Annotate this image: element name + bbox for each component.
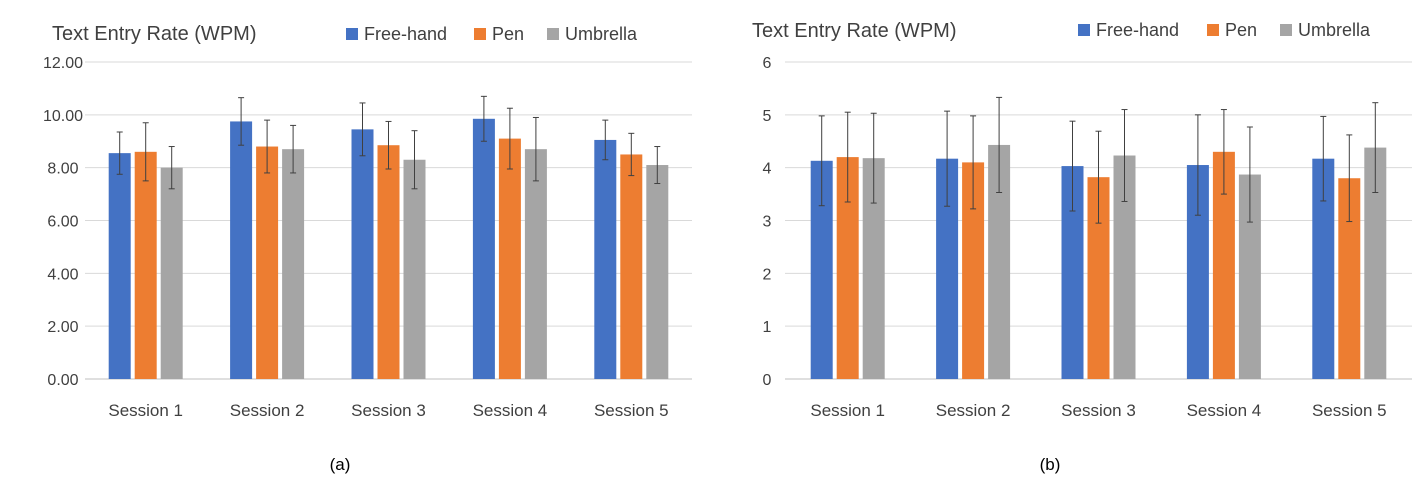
bar [962,162,985,379]
y-tick-label: 6 [763,55,772,72]
bar [524,149,547,379]
bar [1364,147,1387,379]
legend-swatch [547,28,559,40]
bar [472,118,495,379]
x-category-label: Session 4 [473,401,548,420]
bar [988,144,1011,379]
y-tick-label: 4.00 [47,266,78,283]
legend-swatch [1207,24,1219,36]
chart-b: Text Entry Rate (WPM) (b) 0 1 2 3 4 5 6 Free-ha… [752,20,1412,474]
legend-swatch [1280,24,1292,36]
y-tick-label: 0.00 [47,372,78,389]
x-category-label: Session 3 [1061,401,1136,420]
bar [160,167,183,379]
bar [351,129,374,379]
bar [1087,177,1110,379]
y-tick-label: 2 [763,266,772,283]
legend-swatch [1078,24,1090,36]
bar [256,146,279,379]
legend-label: Pen [1225,20,1257,40]
legend-label: Free-hand [1096,20,1179,40]
bar [108,153,131,379]
y-tick-label: 3 [763,214,772,231]
y-tick-label: 1 [763,319,772,336]
bar [230,121,253,379]
bar [282,149,305,379]
legend-swatch [346,28,358,40]
bar [862,158,885,379]
chart-b-title: Text Entry Rate (WPM) [752,20,956,42]
legend-label: Umbrella [1298,20,1371,40]
bar [1338,178,1361,379]
bar [620,154,643,379]
y-tick-label: 0 [763,372,772,389]
x-category-label: Session 5 [1312,401,1387,420]
bar [836,157,859,379]
bar [1212,151,1235,379]
chart-a: Text Entry Rate (WPM) (a) 0.00 2.00 4.00 6.… [43,23,692,474]
bar [1113,155,1136,379]
bar [377,145,400,379]
legend-label: Free-hand [364,24,447,44]
y-tick-label: 8.00 [47,161,78,178]
bar [594,139,617,379]
bar [134,151,157,379]
y-tick-label: 6.00 [47,214,78,231]
y-tick-label: 10.00 [43,108,83,125]
x-category-label: Session 4 [1187,401,1262,420]
x-category-label: Session 2 [230,401,305,420]
bar [810,160,833,379]
bar [936,158,959,379]
bar [1312,158,1335,379]
x-category-label: Session 1 [810,401,885,420]
bar [498,138,521,379]
legend-swatch [474,28,486,40]
x-category-label: Session 5 [594,401,669,420]
bar [1238,174,1261,379]
x-category-label: Session 1 [108,401,183,420]
y-tick-label: 5 [763,108,772,125]
legend-label: Umbrella [565,24,638,44]
y-tick-label: 4 [763,161,772,178]
x-category-label: Session 2 [936,401,1011,420]
chart-b-caption: (b) [1040,455,1061,474]
chart-a-title: Text Entry Rate (WPM) [52,23,256,45]
chart-a-caption: (a) [330,455,351,474]
bar [403,159,426,379]
bar [1061,166,1084,379]
bar [1186,165,1209,379]
y-tick-label: 2.00 [47,319,78,336]
x-category-label: Session 3 [351,401,426,420]
legend-label: Pen [492,24,524,44]
y-tick-label: 12.00 [43,55,83,72]
bar [646,165,669,379]
